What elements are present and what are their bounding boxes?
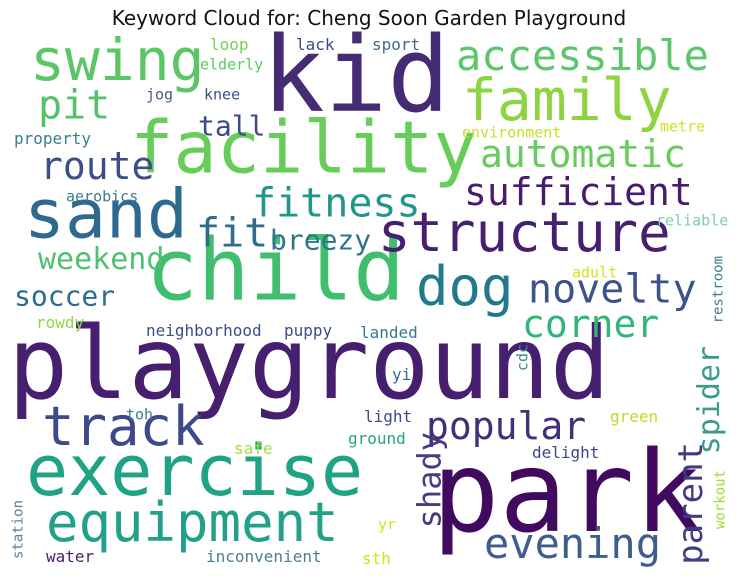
word-rowdy: rowdy <box>36 313 85 332</box>
word-sand: sand <box>24 176 188 255</box>
word-property: property <box>14 129 91 148</box>
word-soccer: soccer <box>14 279 115 312</box>
word-restroom: restroom <box>711 256 727 323</box>
word-structure: structure <box>378 201 671 264</box>
word-safe: safe <box>234 439 273 458</box>
word-pit: pit <box>38 82 110 128</box>
word-station: station <box>11 500 27 559</box>
word-aerobics: aerobics <box>66 187 138 205</box>
word-cdc: cdc <box>513 344 531 371</box>
word-puppy: puppy <box>284 321 333 340</box>
word-fitness: fitness <box>252 180 421 226</box>
word-sport: sport <box>372 35 420 54</box>
word-delight: delight <box>532 443 599 462</box>
word-exercise: exercise <box>26 430 363 512</box>
word-reliable: reliable <box>656 211 728 229</box>
word-neighborhood: neighborhood <box>146 321 262 340</box>
word-parent: parent <box>671 442 711 565</box>
word-workout: workout <box>713 470 729 529</box>
word-jog: jog <box>146 85 173 103</box>
word-weekend: weekend <box>38 242 164 277</box>
word-track: track <box>42 395 205 458</box>
word-evening: evening <box>484 519 661 568</box>
word-popular: popular <box>426 404 586 448</box>
word-ground: ground <box>348 429 406 448</box>
word-sth: sth <box>362 549 391 568</box>
word-tall: tall <box>198 109 265 142</box>
word-lack: lack <box>296 35 335 54</box>
chart-title: Keyword Cloud for: Cheng Soon Garden Pla… <box>111 6 627 30</box>
word-swing: swing <box>30 26 205 94</box>
word-accessible: accessible <box>456 31 709 80</box>
word-environment: environment <box>462 123 561 141</box>
word-shady: shady <box>410 432 448 528</box>
word-fit: fit <box>196 210 268 256</box>
word-adult: adult <box>572 263 617 281</box>
word-kid: kid <box>262 14 450 136</box>
word-water: water <box>46 547 95 566</box>
word-loop: loop <box>210 35 249 54</box>
word-yi: yi <box>392 365 411 384</box>
word-family: family <box>462 66 672 134</box>
word-yr: yr <box>378 515 396 533</box>
word-facility: facility <box>130 106 477 190</box>
word-playground: playground <box>8 305 610 422</box>
word-green: green <box>610 407 658 426</box>
word-breezy: breezy <box>270 223 371 256</box>
word-toh: toh <box>126 405 153 423</box>
word-equipment: equipment <box>46 491 339 554</box>
word-metre: metre <box>660 117 705 135</box>
word-light: light <box>364 407 412 426</box>
word-elderly: elderly <box>200 55 263 73</box>
word-knee: knee <box>204 85 240 103</box>
word-spider: spider <box>692 346 727 454</box>
word-novelty: novelty <box>528 266 697 312</box>
word-corner: corner <box>522 302 659 346</box>
word-sufficient: sufficient <box>464 170 693 214</box>
word-park: park <box>432 428 702 558</box>
word-route: route <box>40 144 154 188</box>
word-landed: landed <box>360 323 418 342</box>
word-inconvenient: inconvenient <box>206 547 322 566</box>
word-child: child <box>146 220 405 320</box>
word-automatic: automatic <box>480 132 686 176</box>
word-dog: dog <box>416 255 514 318</box>
